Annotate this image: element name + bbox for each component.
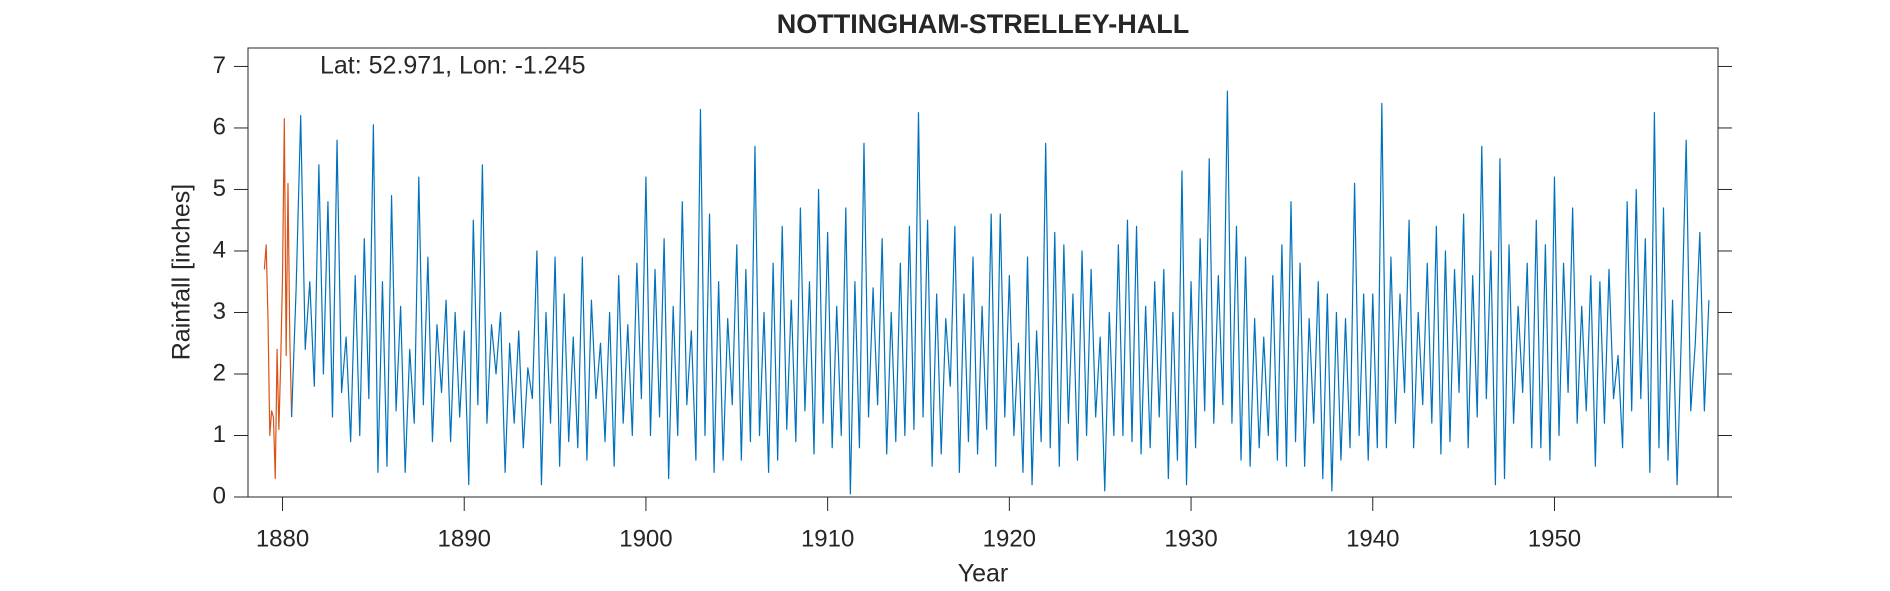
data-line <box>263 118 293 480</box>
x-tick-label: 1930 <box>1164 525 1217 552</box>
y-tick-label: 2 <box>213 359 226 386</box>
x-tick-label: 1920 <box>983 525 1036 552</box>
y-tick-label: 5 <box>213 175 226 202</box>
y-tick-label: 1 <box>213 421 226 448</box>
x-tick-label: 1900 <box>619 525 672 552</box>
x-tick-label: 1890 <box>438 525 491 552</box>
x-axis-label: Year <box>958 560 1009 588</box>
y-tick-label: 3 <box>213 298 226 325</box>
x-tick-label: 1880 <box>256 525 309 552</box>
y-tick-label: 6 <box>213 113 226 140</box>
y-tick-label: 0 <box>213 482 226 509</box>
x-tick-label: 1950 <box>1528 525 1581 552</box>
chart-title: NOTTINGHAM-STRELLEY-HALL <box>777 9 1189 39</box>
annotation: Lat: 52.971, Lon: -1.245 <box>320 52 586 80</box>
y-tick-label: 4 <box>213 236 226 263</box>
plot-frame <box>247 47 1719 498</box>
x-tick-label: 1940 <box>1346 525 1399 552</box>
y-tick-label: 7 <box>213 52 226 79</box>
x-tick-label: 1910 <box>801 525 854 552</box>
y-axis-label: Rainfall [inches] <box>168 184 196 360</box>
data-line <box>291 90 1710 495</box>
